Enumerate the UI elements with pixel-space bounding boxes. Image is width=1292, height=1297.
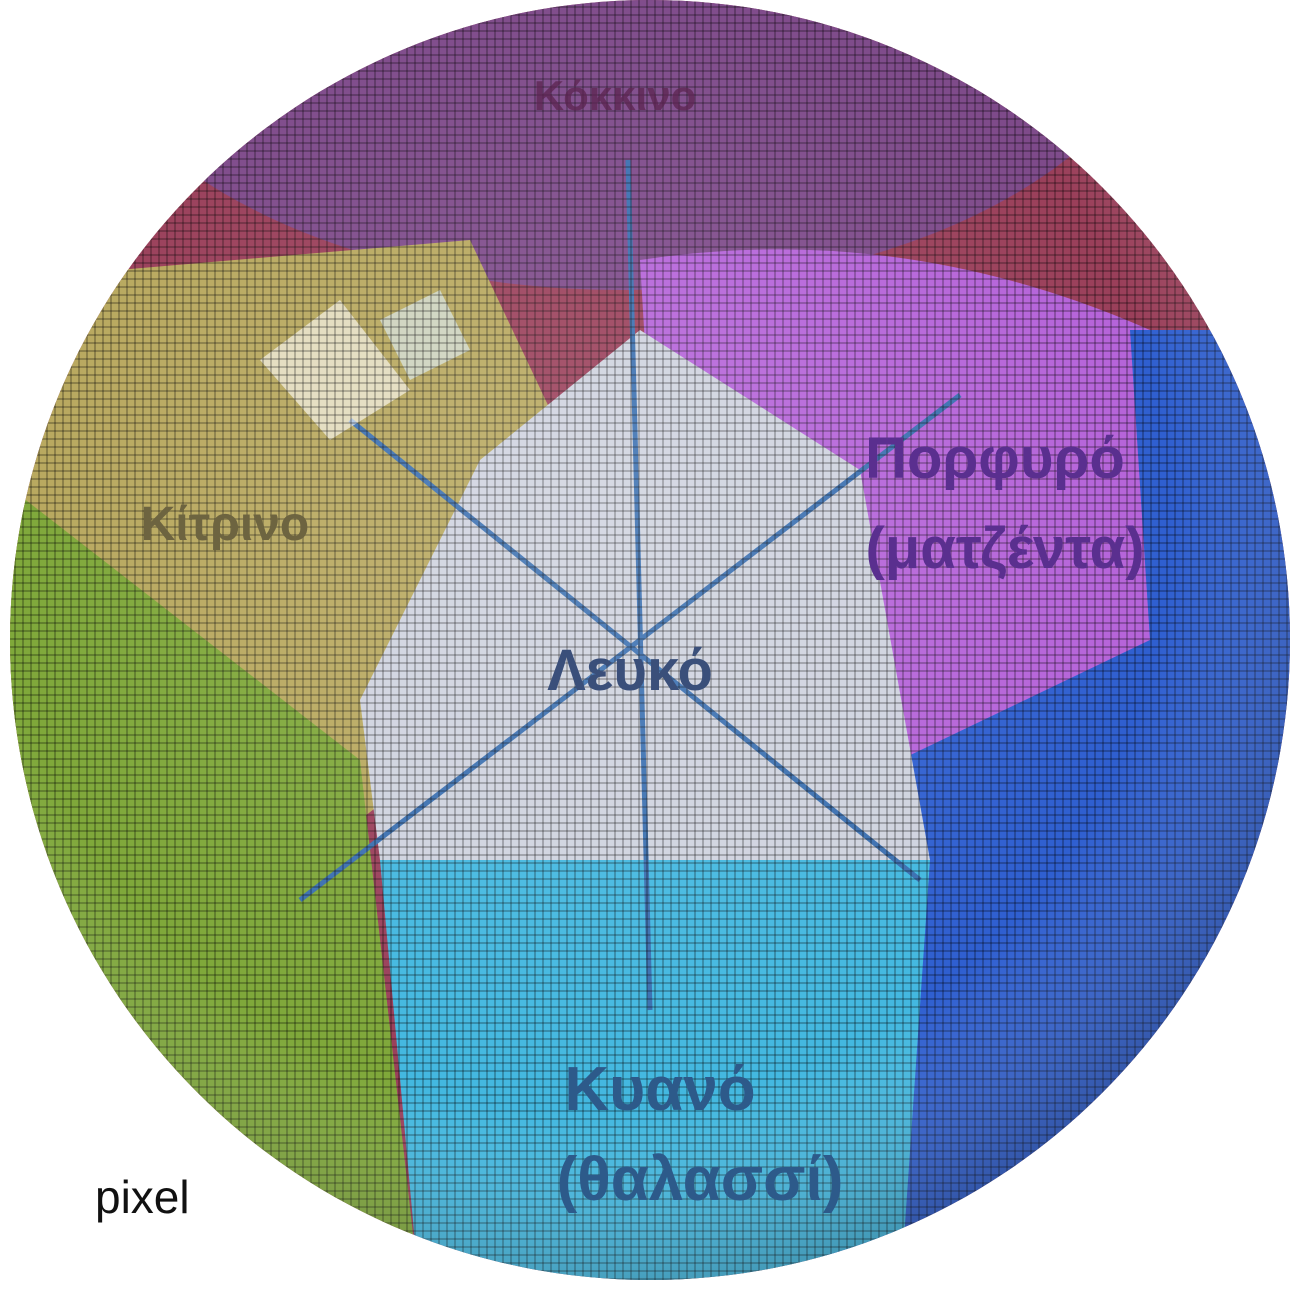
label-bottom-line2: (θαλασσί) [557, 1145, 844, 1214]
label-bottom-line1: Κυανό [564, 1055, 755, 1124]
label-right-line2: (ματζέντα) [865, 516, 1144, 581]
label-center: Λευκό [547, 638, 713, 703]
label-right-line1: Πορφυρό [865, 426, 1125, 491]
caption-text: pixel [95, 1171, 190, 1223]
label-upper-left: Κίτρινο [141, 498, 309, 551]
label-top: Κόκκινο [534, 72, 697, 119]
